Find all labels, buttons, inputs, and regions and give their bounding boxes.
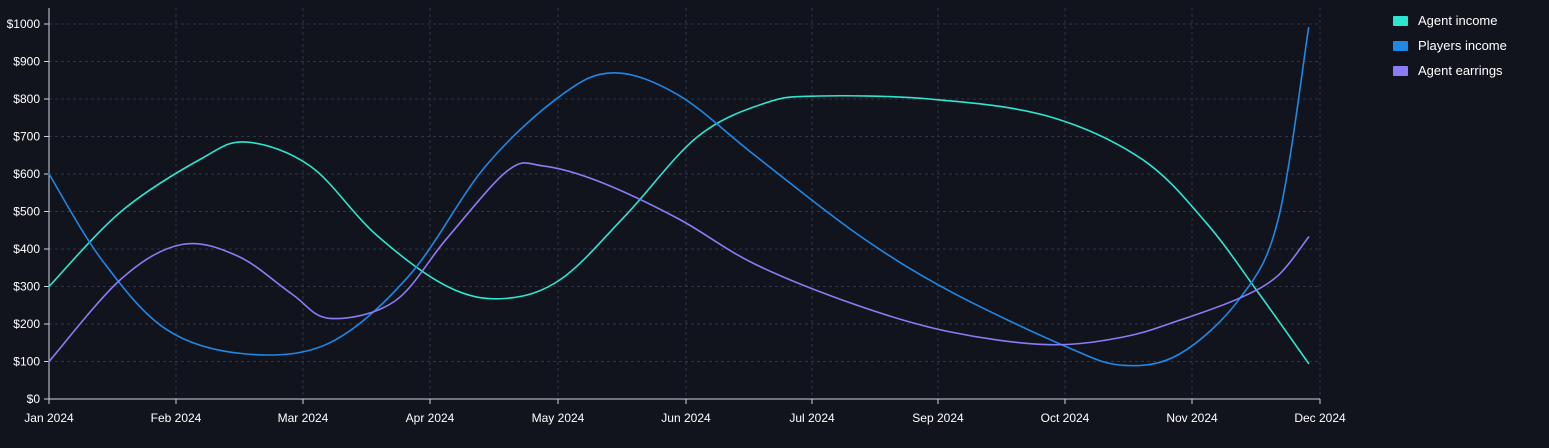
y-tick-label: $700 (13, 130, 40, 144)
y-tick-label: $800 (13, 92, 40, 106)
series-line-agent-income (48, 94, 1310, 365)
x-tick-label: Sep 2024 (912, 411, 964, 425)
x-axis-ticks: Jan 2024 Feb 2024 Mar 2024 Apr 2024 May 2024… (24, 399, 1346, 425)
x-tick-label: May 2024 (532, 411, 585, 425)
legend-label: Players income (1418, 38, 1507, 53)
chart-grid (49, 8, 1321, 399)
x-tick-label: Dec 2024 (1294, 411, 1346, 425)
legend-swatch (1393, 65, 1408, 76)
x-tick-label: Jan 2024 (24, 411, 74, 425)
legend-label: Agent income (1418, 13, 1498, 28)
x-tick-label: Jul 2024 (789, 411, 835, 425)
x-tick-label: Apr 2024 (406, 411, 455, 425)
y-tick-label: $1000 (7, 17, 41, 31)
series-lines (48, 27, 1310, 367)
y-tick-label: $100 (13, 355, 40, 369)
x-tick-label: Feb 2024 (151, 411, 202, 425)
y-tick-label: $0 (27, 392, 41, 406)
y-tick-label: $200 (13, 317, 40, 331)
y-tick-label: $300 (13, 280, 40, 294)
chart-axes (48, 8, 1320, 400)
y-axis-ticks: $0 $100 $200 $300 $400 $500 $600 $700 $800 $900 $1… (7, 17, 49, 406)
legend-item[interactable]: Agent income (1393, 8, 1507, 33)
y-tick-label: $400 (13, 242, 40, 256)
legend-item[interactable]: Players income (1393, 33, 1507, 58)
y-tick-label: $600 (13, 167, 40, 181)
x-tick-label: Mar 2024 (278, 411, 329, 425)
legend-swatch (1393, 40, 1408, 51)
y-tick-label: $500 (13, 205, 40, 219)
series-line-players-income (48, 27, 1310, 367)
x-tick-label: Nov 2024 (1166, 411, 1218, 425)
y-tick-label: $900 (13, 55, 40, 69)
x-tick-label: Jun 2024 (661, 411, 711, 425)
x-tick-label: Oct 2024 (1041, 411, 1090, 425)
legend-item[interactable]: Agent earrings (1393, 58, 1507, 83)
chart-legend: Agent income Players income Agent earrings (1393, 8, 1507, 83)
legend-swatch (1393, 15, 1408, 26)
legend-label: Agent earrings (1418, 63, 1503, 78)
series-line-agent-earrings (48, 162, 1310, 363)
